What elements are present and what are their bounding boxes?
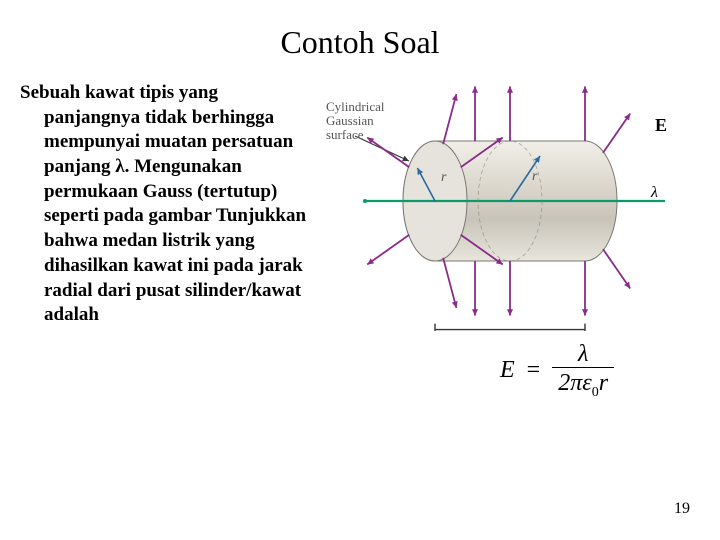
svg-text:Gaussian: Gaussian <box>326 113 374 128</box>
formula-lhs: E <box>500 357 515 384</box>
figure-block: rrEλLCylindricalGaussiansurface E = λ 2π… <box>310 81 700 331</box>
den-sub: 0 <box>592 385 599 400</box>
problem-text: Sebuah kawat tipis yang panjangnya tidak… <box>20 81 310 331</box>
body-rest: panjangnya tidak berhingga mempunyai mua… <box>20 106 310 328</box>
svg-text:Cylindrical: Cylindrical <box>326 99 385 114</box>
numerator: λ <box>572 341 594 367</box>
svg-text:E: E <box>655 115 667 135</box>
slide-title: Contoh Soal <box>0 0 720 73</box>
denominator: 2πε0r <box>552 367 614 400</box>
formula: E = λ 2πε0r <box>500 341 614 401</box>
svg-text:λ: λ <box>650 184 658 201</box>
gaussian-cylinder-figure: rrEλLCylindricalGaussiansurface <box>320 81 700 331</box>
svg-text:r: r <box>532 169 538 184</box>
body-first-line: Sebuah kawat tipis yang <box>20 82 218 103</box>
den-prefix: 2π <box>558 370 582 396</box>
svg-text:r: r <box>441 170 447 185</box>
den-eps: ε <box>582 370 591 396</box>
equals-sign: = <box>527 357 541 384</box>
content-row: Sebuah kawat tipis yang panjangnya tidak… <box>0 73 720 331</box>
page-number: 19 <box>674 500 690 518</box>
svg-text:surface: surface <box>326 127 364 142</box>
fraction: λ 2πε0r <box>552 341 614 401</box>
den-suffix: r <box>599 370 608 396</box>
